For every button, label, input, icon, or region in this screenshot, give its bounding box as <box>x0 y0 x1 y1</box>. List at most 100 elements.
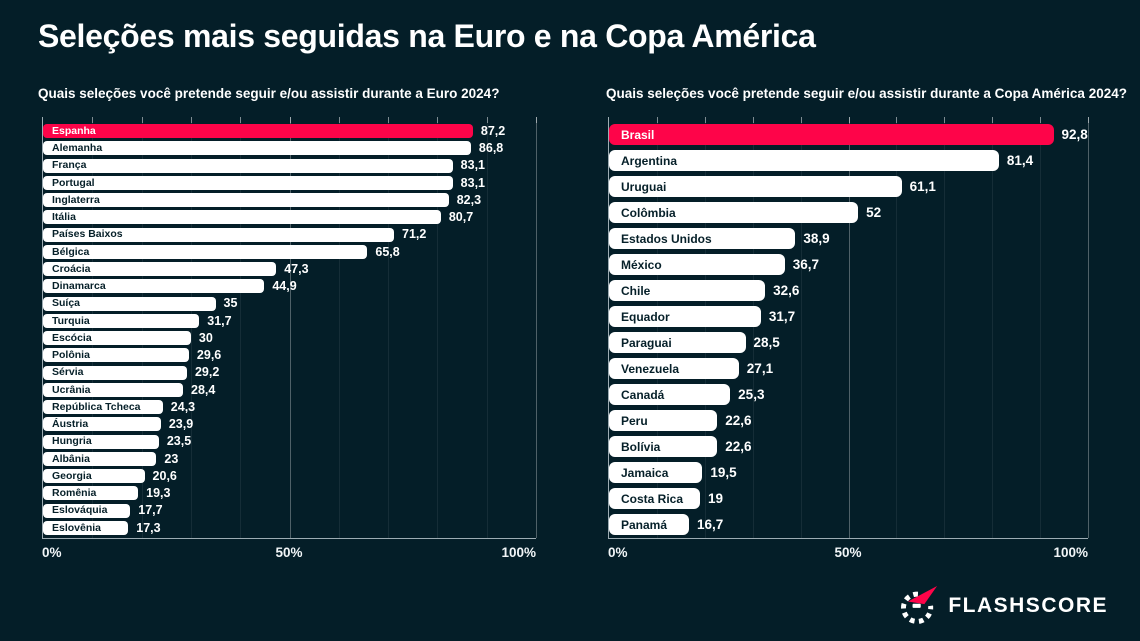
bar-rows: Espanha 87,2 Alemanha 86,8 França 83,1 Portuga… <box>43 124 536 535</box>
bar-row: Colômbia 52 <box>609 202 1088 223</box>
bar-category-label: Polônia <box>52 349 90 361</box>
x-gridline-70 <box>944 117 946 538</box>
bar-row: Equador 31,7 <box>609 306 1088 327</box>
bar-value-label: 29,2 <box>194 365 220 380</box>
bar: Bélgica <box>43 244 368 259</box>
bar-value-label: 19 <box>708 490 724 506</box>
bar: Alemanha <box>43 141 471 156</box>
bar-row: Uruguai 61,1 <box>609 176 1088 197</box>
bar-row: Venezuela 27,1 <box>609 358 1088 379</box>
bar: Polônia <box>43 348 189 363</box>
x-tickmark-100 <box>1088 117 1089 123</box>
bar-row: Escócia 30 <box>43 331 536 345</box>
bar-category-label: Canadá <box>621 387 665 402</box>
bar-value-label: 35 <box>223 296 238 311</box>
axis-label-50: 50% <box>275 545 303 560</box>
bar: Inglaterra <box>43 193 449 207</box>
bar-row: Portugal 83,1 <box>43 175 536 190</box>
bar-row: França 83,1 <box>43 158 536 173</box>
bar-value-label: 23,5 <box>166 434 192 449</box>
copa-chart-xaxis: 0% 50% 100% <box>608 545 1088 563</box>
bar-value-label: 38,9 <box>803 230 830 246</box>
bar-row: Paraguai 28,5 <box>609 332 1088 353</box>
x-tickmark-20 <box>704 117 706 123</box>
flashscore-wordmark: FLASHSCORE <box>948 594 1108 617</box>
bar: Turquia <box>43 313 200 328</box>
euro-chart-subtitle: Quais seleções você pretende seguir e/ou… <box>38 86 500 101</box>
x-gridline-40 <box>800 117 802 538</box>
copa-chart-subtitle: Quais seleções você pretende seguir e/ou… <box>606 86 1127 101</box>
bar-category-label: Paraguai <box>621 335 672 350</box>
bar-category-label: Jamaica <box>621 465 669 480</box>
bar-row: Panamá 16,7 <box>609 514 1088 535</box>
bar-value-label: 92,8 <box>1061 126 1088 142</box>
bar-category-label: Escócia <box>52 331 92 344</box>
bar-value-label: 24,3 <box>170 399 196 414</box>
bar-category-label: Itália <box>52 211 76 223</box>
bar-row: Espanha 87,2 <box>43 124 536 138</box>
x-gridline-60 <box>896 117 898 538</box>
bar-category-label: Sérvia <box>52 366 84 379</box>
bar-value-label: 28,5 <box>753 334 780 350</box>
bar-highlight: Brasil <box>609 124 1054 145</box>
bar-value-label: 22,6 <box>725 412 752 428</box>
bar: Dinamarca <box>43 279 265 294</box>
bar-category-label: Chile <box>621 283 651 298</box>
bar-value-label: 80,7 <box>448 210 474 224</box>
bar: Escócia <box>43 331 191 345</box>
bar-row: Chile 32,6 <box>609 280 1088 301</box>
bar-row: Brasil 92,8 <box>609 124 1088 145</box>
euro-chart-xaxis: 0% 50% 100% <box>42 545 536 563</box>
bar: Venezuela <box>609 358 739 379</box>
x-tickmark-30 <box>190 117 192 123</box>
bar-value-label: 31,7 <box>207 313 232 328</box>
axis-label-0: 0% <box>42 545 62 560</box>
bar: Panamá <box>609 514 689 535</box>
bar-value-label: 20,6 <box>152 468 177 483</box>
bar-row: Itália 80,7 <box>43 210 536 225</box>
bar: Georgia <box>43 469 145 483</box>
bar: República Tcheca <box>43 400 163 414</box>
bar-value-label: 31,7 <box>768 308 796 324</box>
bar-row: Romênia 19,3 <box>43 486 536 501</box>
x-tickmark-80 <box>992 117 994 123</box>
bar-value-label: 19,5 <box>710 464 737 480</box>
bar-row: Bélgica 65,8 <box>43 244 536 259</box>
bar: Itália <box>43 210 441 225</box>
x-gridline-90 <box>1040 117 1042 538</box>
bar-row: Turquia 31,7 <box>43 313 536 328</box>
bar-value-label: 52 <box>866 204 882 220</box>
bar-category-label: Albânia <box>52 452 90 465</box>
bar-category-label: Romênia <box>52 487 97 499</box>
bar-value-label: 36,7 <box>792 256 820 272</box>
bar: Colômbia <box>609 202 859 223</box>
bar: Estados Unidos <box>609 228 796 249</box>
x-gridline-90 <box>486 117 488 538</box>
bar-row: Alemanha 86,8 <box>43 141 536 156</box>
x-gridline-50 <box>289 117 291 538</box>
copa-chart-plot: Brasil 92,8 Argentina 81,4 Uruguai 61,1 Colômb… <box>608 117 1089 539</box>
bar-row: Georgia 20,6 <box>43 469 536 483</box>
bar-category-label: Panamá <box>621 517 668 532</box>
bar: Hungria <box>43 434 159 449</box>
x-gridline-50 <box>848 117 850 538</box>
x-tickmark-40 <box>240 117 242 123</box>
bar-category-label: Turquia <box>52 314 90 327</box>
bar-row: Estados Unidos 38,9 <box>609 228 1088 249</box>
flashscore-dial-icon <box>901 586 939 624</box>
bar: Países Baixos <box>43 227 395 242</box>
bar-value-label: 44,9 <box>272 279 297 293</box>
bar-row: Croácia 47,3 <box>43 262 536 276</box>
bar-value-label: 28,4 <box>191 382 216 397</box>
x-tickmark-50 <box>848 117 850 123</box>
x-tickmark-10 <box>656 117 658 123</box>
x-tickmark-20 <box>141 117 143 123</box>
x-tickmark-40 <box>800 117 802 123</box>
bar-row: Costa Rica 19 <box>609 488 1088 509</box>
bar: Uruguai <box>609 176 902 197</box>
bar-row: Áustria 23,9 <box>43 417 536 432</box>
x-tickmark-70 <box>388 117 390 123</box>
axis-label-0: 0% <box>608 545 628 560</box>
x-tickmark-70 <box>944 117 946 123</box>
bar-category-label: Dinamarca <box>52 280 106 292</box>
